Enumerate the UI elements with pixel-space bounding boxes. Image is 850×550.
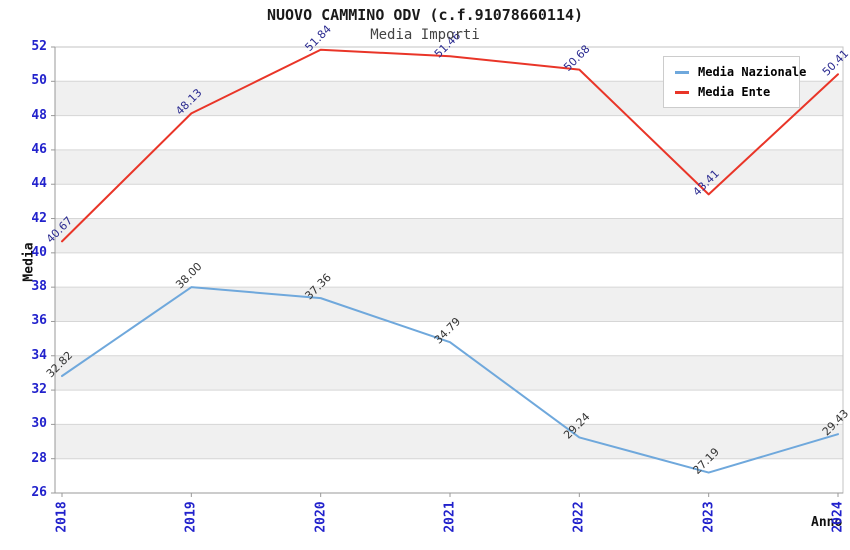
legend-label: Media Ente xyxy=(698,85,771,99)
y-tick-label: 52 xyxy=(31,39,47,54)
x-tick-label: 2018 xyxy=(54,501,70,533)
chart-title: NUOVO CAMMINO ODV (c.f.91078660114) xyxy=(266,6,584,24)
x-tick-label: 2023 xyxy=(701,501,717,533)
y-tick-label: 36 xyxy=(31,313,47,329)
y-tick-label: 42 xyxy=(31,210,47,226)
y-tick-label: 30 xyxy=(31,416,47,432)
y-tick-label: 40 xyxy=(31,244,47,260)
x-axis-title: Anno xyxy=(811,515,843,530)
x-tick-label: 2020 xyxy=(313,501,329,533)
legend-swatch-media-nazionale xyxy=(675,70,689,74)
chart-subtitle: Media Importi xyxy=(370,27,480,43)
legend-item-media-ente: Media Ente xyxy=(675,82,799,102)
legend-swatch-media-ente xyxy=(675,90,689,94)
legend-item-media-nazionale: Media Nazionale xyxy=(675,62,806,82)
y-tick-label: 28 xyxy=(31,450,47,466)
x-tick-label: 2024 xyxy=(830,501,846,533)
x-tick-label: 2019 xyxy=(183,501,199,533)
data-label: 50.41 xyxy=(820,47,850,78)
y-tick-label: 44 xyxy=(31,176,47,192)
y-tick-label: 38 xyxy=(31,279,47,295)
y-tick-label: 34 xyxy=(31,347,47,363)
legend: Media Nazionale Media Ente xyxy=(663,56,806,108)
y-tick-label: 32 xyxy=(31,382,47,398)
y-tick-label: 46 xyxy=(31,141,47,157)
y-tick-label: 50 xyxy=(31,73,47,89)
x-tick-label: 2022 xyxy=(571,501,587,533)
y-tick-label: 26 xyxy=(31,485,47,500)
x-tick-label: 2021 xyxy=(442,501,458,533)
y-tick-label: 48 xyxy=(31,107,47,123)
legend-label: Media Nazionale xyxy=(698,65,807,79)
